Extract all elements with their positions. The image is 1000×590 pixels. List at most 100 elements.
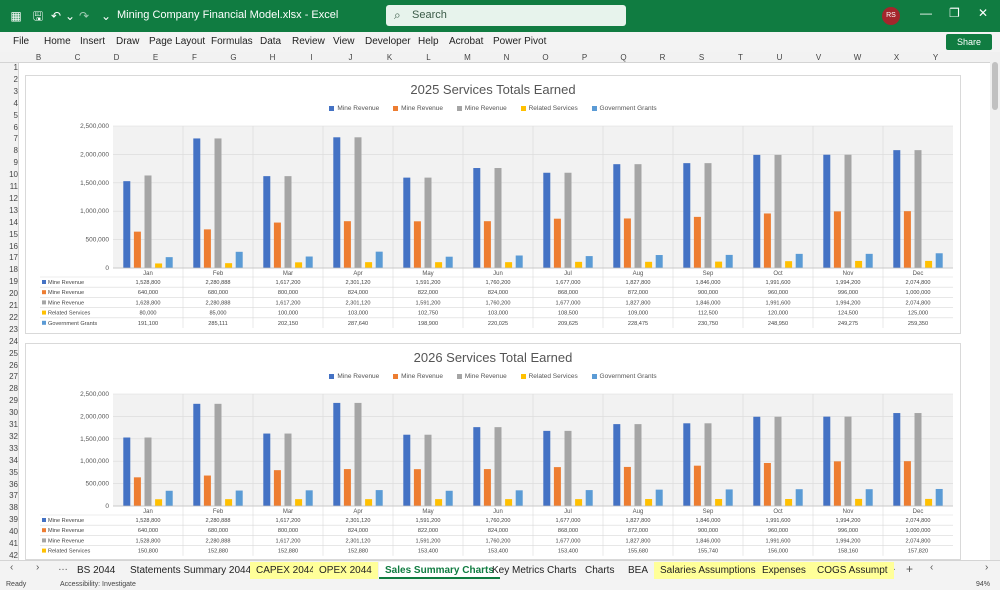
row-header[interactable]: 3 — [13, 86, 18, 96]
column-header[interactable]: Q — [620, 53, 627, 62]
menu-home[interactable]: Home — [44, 36, 71, 47]
column-header[interactable]: X — [893, 53, 900, 62]
row-header[interactable]: 39 — [9, 515, 18, 525]
tab-scroll-left-icon[interactable]: ‹ — [930, 562, 934, 573]
row-header[interactable]: 1 — [13, 63, 18, 72]
column-header[interactable]: V — [815, 53, 822, 62]
minimize-icon[interactable]: — — [920, 6, 932, 20]
row-header[interactable]: 8 — [13, 146, 18, 156]
menu-review[interactable]: Review — [292, 36, 325, 47]
column-header[interactable]: D — [113, 53, 120, 62]
row-header[interactable]: 24 — [9, 336, 18, 346]
row-header[interactable]: 31 — [9, 420, 18, 429]
row-header[interactable]: 19 — [9, 277, 18, 287]
row-header[interactable]: 10 — [9, 170, 18, 180]
share-button[interactable]: Share — [946, 34, 992, 50]
more-sheets-icon[interactable]: … — [58, 562, 68, 573]
search-box[interactable]: ⌕ Search — [386, 5, 626, 26]
redo-icon[interactable]: ↷ — [78, 9, 90, 23]
column-header[interactable]: K — [386, 53, 393, 62]
menu-developer[interactable]: Developer — [365, 36, 411, 47]
sheet-tab[interactable]: BEA — [628, 565, 649, 576]
row-header[interactable]: 26 — [9, 360, 18, 370]
sheet-tab[interactable]: CAPEX 2044 — [250, 562, 321, 579]
sheet-tab[interactable]: COGS Assumpt — [811, 562, 894, 579]
sheet-tab[interactable]: Salaries Assumptions — [654, 562, 762, 579]
column-header[interactable]: B — [35, 53, 42, 62]
menu-view[interactable]: View — [333, 36, 355, 47]
row-header[interactable]: 15 — [9, 229, 18, 239]
row-header[interactable]: 20 — [9, 289, 18, 299]
column-header[interactable]: R — [659, 53, 666, 62]
row-header[interactable]: 5 — [13, 110, 18, 120]
row-header[interactable]: 16 — [9, 241, 18, 251]
row-header[interactable]: 18 — [9, 265, 18, 275]
column-header[interactable]: I — [310, 53, 313, 62]
row-header[interactable]: 29 — [9, 396, 18, 406]
menu-data[interactable]: Data — [260, 36, 282, 47]
sheet-tab[interactable]: Expenses — [756, 562, 812, 579]
undo-icon[interactable]: ↶ — [50, 9, 62, 23]
chart-2026-services[interactable]: 2026 Services Total Earned Mine Revenue … — [25, 343, 961, 560]
sheet-tab[interactable]: Charts — [585, 565, 615, 576]
column-header[interactable]: W — [853, 53, 862, 62]
row-header[interactable]: 42 — [9, 550, 18, 560]
row-header[interactable]: 27 — [9, 372, 18, 382]
column-header[interactable]: S — [698, 53, 705, 62]
row-header[interactable]: 9 — [13, 158, 18, 168]
menu-page-layout[interactable]: Page Layout — [149, 36, 206, 47]
column-header[interactable]: U — [776, 53, 783, 62]
restore-icon[interactable]: ❐ — [949, 6, 960, 20]
prev-sheet-icon[interactable]: ‹ — [10, 562, 14, 573]
tab-scroll-right-icon[interactable]: › — [985, 562, 989, 573]
vertical-scrollbar[interactable] — [990, 52, 1000, 560]
menu-insert[interactable]: Insert — [80, 36, 106, 47]
row-header[interactable]: 41 — [9, 539, 18, 548]
row-header[interactable]: 23 — [9, 324, 18, 334]
column-header[interactable]: P — [581, 53, 588, 62]
row-header[interactable]: 33 — [9, 443, 18, 453]
row-header[interactable]: 11 — [9, 182, 18, 191]
row-header[interactable]: 35 — [9, 467, 18, 477]
column-header[interactable]: L — [426, 53, 431, 62]
row-header[interactable]: 4 — [13, 98, 18, 108]
add-sheet-icon[interactable]: + — [906, 562, 914, 576]
column-header[interactable]: H — [269, 53, 276, 62]
row-header[interactable]: 6 — [13, 122, 18, 132]
accessibility-status[interactable]: Accessibility: Investigate — [60, 581, 136, 588]
menu-power-pivot[interactable]: Power Pivot — [493, 36, 547, 47]
row-header[interactable]: 37 — [9, 491, 18, 501]
row-header[interactable]: 28 — [9, 384, 18, 394]
column-header[interactable]: C — [74, 53, 81, 62]
column-header[interactable]: J — [348, 53, 353, 62]
row-header[interactable]: 32 — [9, 431, 18, 441]
row-header[interactable]: 14 — [9, 217, 18, 227]
menu-acrobat[interactable]: Acrobat — [449, 36, 484, 47]
menu-help[interactable]: Help — [418, 36, 439, 47]
row-header[interactable]: 7 — [13, 134, 18, 144]
row-header[interactable]: 21 — [9, 301, 18, 310]
row-header[interactable]: 38 — [9, 503, 18, 513]
column-header[interactable]: F — [192, 53, 197, 62]
close-icon[interactable]: ✕ — [978, 6, 989, 20]
row-header[interactable]: 12 — [9, 193, 18, 203]
sheet-tab[interactable]: BS 2044 — [77, 565, 116, 576]
sheet-tab[interactable]: OPEX 2044 — [313, 562, 378, 579]
customize-toolbar-icon[interactable]: ⌄ — [100, 9, 112, 23]
row-header[interactable]: 22 — [9, 312, 18, 322]
column-header[interactable]: G — [230, 53, 237, 62]
row-header[interactable]: 34 — [9, 455, 18, 465]
avatar[interactable]: RS — [882, 7, 900, 25]
row-header[interactable]: 25 — [9, 348, 18, 358]
column-header[interactable]: Y — [932, 53, 939, 62]
sheet-tab[interactable]: Statements Summary 2044 — [130, 565, 252, 576]
next-sheet-icon[interactable]: › — [36, 562, 40, 573]
row-header[interactable]: 17 — [9, 253, 18, 263]
column-header[interactable]: N — [503, 53, 510, 62]
sheet-tab[interactable]: Sales Summary Charts — [379, 562, 500, 579]
column-header[interactable]: O — [542, 53, 549, 62]
save-icon[interactable]: 🖫 — [32, 9, 44, 23]
menu-file[interactable]: File — [13, 36, 30, 47]
column-header[interactable]: T — [738, 53, 743, 62]
menu-draw[interactable]: Draw — [116, 36, 140, 47]
